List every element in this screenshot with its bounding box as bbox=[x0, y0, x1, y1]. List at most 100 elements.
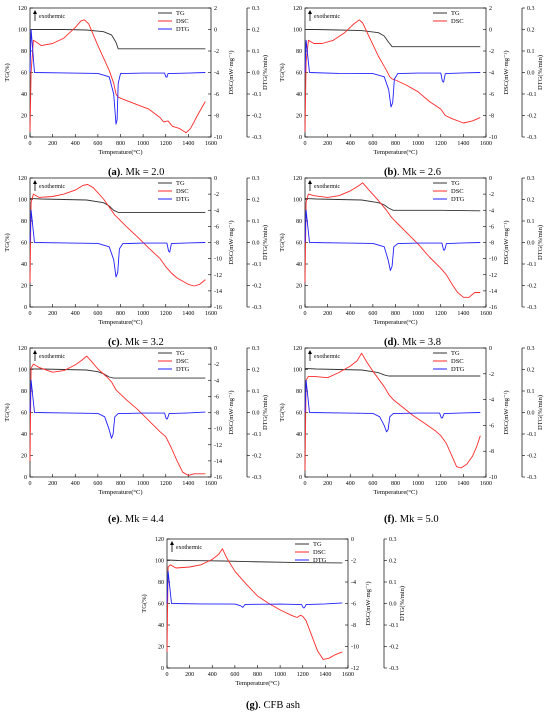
caption-d: (d). Mk = 3.8 bbox=[384, 337, 441, 348]
x-tick-label: 800 bbox=[116, 481, 125, 487]
tg-tick-label: 40 bbox=[21, 92, 27, 98]
chart-svg-f: 0 200 400 600 800 1000 1200 1400 160002040608010… bbox=[279, 346, 544, 496]
x-tick-label: 200 bbox=[48, 481, 57, 487]
dsc-tick-label: -6 bbox=[214, 224, 219, 230]
tg-tick-label: 20 bbox=[21, 114, 27, 120]
x-tick-label: 800 bbox=[253, 672, 262, 678]
tg-tick-label: 80 bbox=[296, 389, 302, 395]
dsc-tick-label: -6 bbox=[489, 423, 494, 429]
dsc-tick-label: -6 bbox=[489, 92, 494, 98]
x-tick-label: 1200 bbox=[160, 481, 172, 487]
x-tick-label: 1600 bbox=[342, 672, 354, 678]
legend-label-dtg: DTG bbox=[176, 26, 190, 33]
x-tick-label: 1200 bbox=[435, 481, 447, 487]
x-tick-label: 1400 bbox=[457, 481, 469, 487]
x-tick-label: 600 bbox=[93, 481, 102, 487]
legend-label-tg: TG bbox=[313, 541, 322, 548]
tg-tick-label: 60 bbox=[21, 71, 27, 77]
x-tick-label: 600 bbox=[368, 311, 377, 317]
exothermic-arrow-head bbox=[308, 350, 312, 354]
series-line-dsc bbox=[304, 19, 481, 132]
caption-text: . Mk = 4.4 bbox=[119, 514, 164, 525]
dtg-tick-label: -0.2 bbox=[527, 284, 537, 290]
x-tick-label: 1200 bbox=[160, 311, 172, 317]
chart-svg-d: 0 200 400 600 800 1000 1200 1400 160002040608010… bbox=[279, 176, 544, 326]
x-tick-label: 600 bbox=[230, 672, 239, 678]
tg-tick-label: 120 bbox=[293, 176, 302, 182]
caption-text: . Mk = 3.8 bbox=[396, 337, 441, 348]
dtg-tick-label: -0.3 bbox=[527, 475, 537, 481]
tg-tick-label: 20 bbox=[296, 454, 302, 460]
tg-tick-label: 80 bbox=[21, 389, 27, 395]
series-line-dsc bbox=[304, 352, 481, 471]
tg-tick-label: 120 bbox=[18, 176, 27, 182]
tg-tick-label: 120 bbox=[18, 6, 27, 12]
tg-tick-label: 40 bbox=[296, 262, 302, 268]
dtg-tick-label: 0.3 bbox=[252, 346, 260, 352]
x-axis-title: Temperature(°C) bbox=[373, 489, 417, 496]
dtg-tick-label: -0.2 bbox=[389, 645, 399, 651]
legend-label-dsc: DSC bbox=[176, 18, 189, 25]
legend-label-dtg: DTG bbox=[451, 196, 465, 203]
legend-label-tg: TG bbox=[176, 10, 185, 17]
caption-text: . Mk = 2.0 bbox=[120, 167, 165, 178]
series-line-dsc bbox=[29, 355, 206, 476]
series-line-tg bbox=[29, 197, 206, 213]
tg-tick-label: 120 bbox=[293, 6, 302, 12]
x-tick-label: 400 bbox=[346, 481, 355, 487]
legend-label-tg: TG bbox=[176, 350, 185, 357]
legend-label-dtg: DTG bbox=[313, 557, 327, 564]
tg-tick-label: 80 bbox=[296, 49, 302, 55]
chart-svg-c: 0 200 400 600 800 1000 1200 1400 160002040608010… bbox=[4, 176, 269, 326]
dsc-tick-label: -10 bbox=[351, 645, 359, 651]
chart-panel-g: 0 200 400 600 800 1000 1200 1400 1600 0 20 40 60 80 10… bbox=[137, 531, 412, 697]
x-tick-label: 400 bbox=[71, 141, 80, 147]
dtg-tick-label: -0.3 bbox=[252, 305, 262, 311]
dsc-tick-label: -2 bbox=[489, 49, 494, 55]
tg-tick-label: 20 bbox=[296, 114, 302, 120]
tg-tick-label: 80 bbox=[296, 219, 302, 225]
tg-tick-label: 40 bbox=[158, 623, 164, 629]
dtg-tick-label: 0.0 bbox=[252, 241, 260, 247]
dsc-tick-label: -2 bbox=[489, 372, 494, 378]
dsc-tick-label: -16 bbox=[214, 475, 222, 481]
x-tick-label: 1400 bbox=[182, 481, 194, 487]
chart-svg-a: 0 200 400 600 800 1000 1200 1400 160002040608010… bbox=[4, 6, 269, 156]
dsc-axis-title: DSC(mW·mg⁻¹) bbox=[228, 220, 235, 264]
series-line-dtg bbox=[29, 29, 206, 125]
dtg-tick-label: -0.1 bbox=[527, 92, 537, 98]
exothermic-label: exothermic bbox=[314, 184, 341, 190]
dtg-tick-label: 0.1 bbox=[252, 219, 260, 225]
dsc-axis-title: DSC(mW·mg⁻¹) bbox=[228, 50, 235, 94]
x-tick-label: 1600 bbox=[205, 141, 217, 147]
caption-letter: (a) bbox=[108, 167, 121, 178]
exothermic-arrow-head bbox=[33, 350, 37, 354]
caption-e: (e). Mk = 4.4 bbox=[108, 514, 164, 525]
series-line-dtg bbox=[166, 570, 343, 609]
dtg-tick-label: 0.3 bbox=[252, 6, 260, 12]
dsc-tick-label: -6 bbox=[214, 394, 219, 400]
x-tick-label: 1200 bbox=[435, 141, 447, 147]
dtg-tick-label: -0.2 bbox=[527, 114, 537, 120]
tg-tick-label: 100 bbox=[293, 198, 302, 204]
x-tick-label: 200 bbox=[185, 672, 194, 678]
x-tick-label: 800 bbox=[391, 141, 400, 147]
tg-axis-title: TG(%) bbox=[4, 233, 11, 251]
series-line-tg bbox=[30, 29, 206, 50]
legend-label-dsc: DSC bbox=[451, 188, 464, 195]
x-tick-label: 200 bbox=[323, 141, 332, 147]
tg-tick-label: 80 bbox=[21, 49, 27, 55]
series-line-dsc bbox=[166, 548, 343, 660]
x-tick-label: 1400 bbox=[457, 311, 469, 317]
x-axis-title: Temperature(°C) bbox=[98, 489, 142, 496]
dtg-tick-label: 0.0 bbox=[389, 602, 397, 608]
x-tick-label: 1400 bbox=[319, 672, 331, 678]
series-line-dsc bbox=[29, 19, 206, 134]
legend-label-tg: TG bbox=[451, 10, 460, 17]
x-tick-label: 1200 bbox=[297, 672, 309, 678]
x-tick-label: 400 bbox=[346, 311, 355, 317]
dsc-axis-title: DSC(mW·mg⁻¹) bbox=[228, 390, 235, 434]
dtg-tick-label: 0.0 bbox=[252, 411, 260, 417]
dtg-tick-label: 0.0 bbox=[252, 71, 260, 77]
dtg-tick-label: 0.2 bbox=[252, 198, 260, 204]
